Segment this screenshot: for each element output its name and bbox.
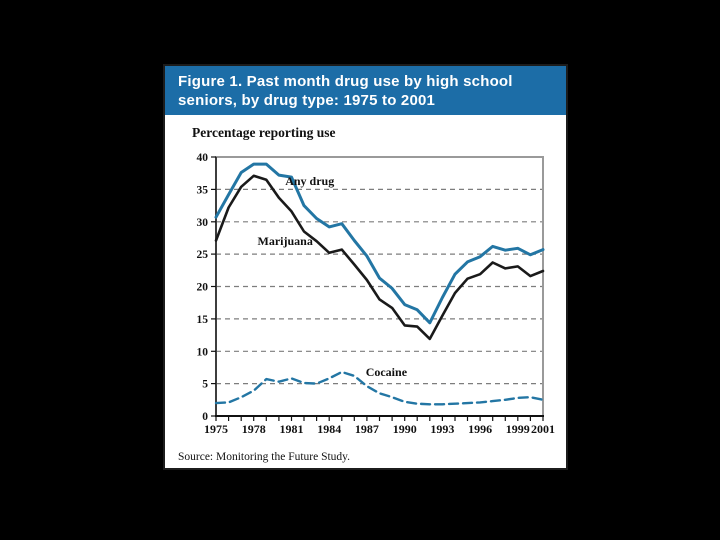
y-tick-label-10: 10: [197, 346, 209, 358]
x-tick-label-2001: 2001: [531, 422, 555, 436]
series-label-cocaine: Cocaine: [366, 365, 408, 379]
y-tick-label-5: 5: [202, 379, 208, 391]
y-tick-label-30: 30: [197, 217, 209, 229]
x-tick-label-1978: 1978: [242, 422, 266, 436]
y-tick-label-25: 25: [197, 249, 209, 261]
series-line-any-drug: [214, 162, 545, 325]
x-tick-label-1993: 1993: [430, 422, 454, 436]
x-tick-label-1999: 1999: [506, 422, 530, 436]
figure-title-line1: Figure 1. Past month drug use by high sc…: [178, 73, 513, 90]
series-line-cocaine: [214, 370, 545, 406]
x-tick-label-1996: 1996: [468, 422, 492, 436]
x-tick-label-1981: 1981: [280, 422, 304, 436]
series-line-marijuana: [214, 174, 545, 341]
figure-header: Figure 1. Past month drug use by high sc…: [165, 66, 566, 115]
y-tick-label-35: 35: [197, 184, 209, 196]
x-tick-label-1987: 1987: [355, 422, 379, 436]
figure-panel: Figure 1. Past month drug use by high sc…: [163, 64, 568, 470]
y-tick-label-0: 0: [202, 411, 208, 423]
y-tick-label-15: 15: [197, 314, 209, 326]
chart-annotations: Any drug Marijuana Cocaine: [258, 174, 408, 379]
chart-svg: 0 5 10 15 20 25 30 35 40 1975 1978 1981 1984 1987 1990…: [197, 152, 556, 436]
x-tick-label-1975: 1975: [204, 422, 228, 436]
x-tick-label-1990: 1990: [393, 422, 417, 436]
axis-title: Percentage reporting use: [192, 125, 336, 140]
chart-series: [214, 162, 545, 406]
chart-axis-labels: 0 5 10 15 20 25 30 35 40 1975 1978 1981 1984 1987 1990…: [197, 152, 556, 436]
source-note: Source: Monitoring the Future Study.: [178, 451, 351, 463]
y-tick-label-20: 20: [197, 282, 209, 294]
chart-gridlines: [216, 188, 543, 385]
series-label-marijuana: Marijuana: [258, 234, 313, 248]
series-label-any-drug: Any drug: [285, 174, 334, 188]
chart-ticks: [211, 156, 544, 421]
figure-title-line2: seniors, by drug type: 1975 to 2001: [178, 92, 436, 109]
y-tick-label-40: 40: [197, 152, 209, 164]
x-tick-label-1984: 1984: [317, 422, 341, 436]
